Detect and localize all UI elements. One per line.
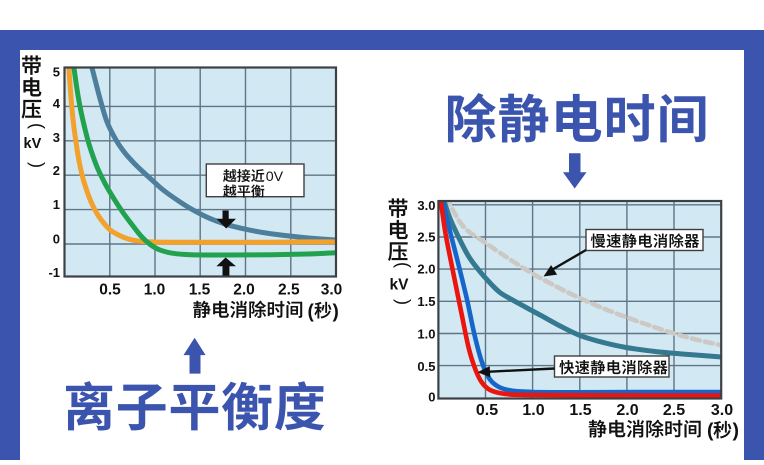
svg-text:2.5: 2.5 [417, 230, 435, 245]
svg-text:0.5: 0.5 [99, 282, 121, 299]
svg-text:2.5: 2.5 [278, 282, 300, 299]
svg-text:0: 0 [428, 389, 435, 404]
svg-text:1.0: 1.0 [417, 327, 435, 342]
svg-text:2.0: 2.0 [233, 282, 255, 299]
svg-text:(: ( [308, 302, 315, 323]
svg-text:(: ( [707, 420, 714, 442]
svg-text:0: 0 [53, 231, 60, 246]
svg-text:5: 5 [53, 64, 60, 79]
svg-text:2.5: 2.5 [663, 402, 685, 419]
svg-text:-1: -1 [48, 265, 60, 280]
svg-text:4: 4 [53, 96, 61, 111]
svg-text:2: 2 [53, 163, 60, 178]
svg-text:1: 1 [53, 197, 60, 212]
svg-text:0.5: 0.5 [417, 359, 435, 374]
svg-text:0.5: 0.5 [476, 402, 498, 419]
svg-text:0V: 0V [266, 169, 284, 185]
svg-text:): ) [394, 299, 414, 305]
svg-text:1.5: 1.5 [417, 294, 435, 309]
svg-text:1.5: 1.5 [569, 402, 591, 419]
svg-text:): ) [28, 162, 48, 168]
svg-text:2.0: 2.0 [417, 261, 435, 276]
svg-text:1.0: 1.0 [522, 402, 544, 419]
svg-text:(: ( [394, 262, 414, 268]
svg-text:1.5: 1.5 [189, 282, 211, 299]
svg-text:1.0: 1.0 [144, 282, 166, 299]
svg-text:kV: kV [390, 277, 410, 294]
svg-text:3: 3 [53, 130, 60, 145]
svg-text:2.0: 2.0 [616, 402, 638, 419]
svg-text:3.0: 3.0 [417, 198, 435, 213]
svg-text:3.0: 3.0 [711, 402, 733, 419]
svg-text:): ) [333, 302, 339, 323]
svg-text:kV: kV [24, 136, 42, 152]
svg-text:): ) [733, 420, 740, 442]
svg-text:(: ( [28, 123, 48, 129]
svg-text:3.0: 3.0 [321, 282, 343, 299]
